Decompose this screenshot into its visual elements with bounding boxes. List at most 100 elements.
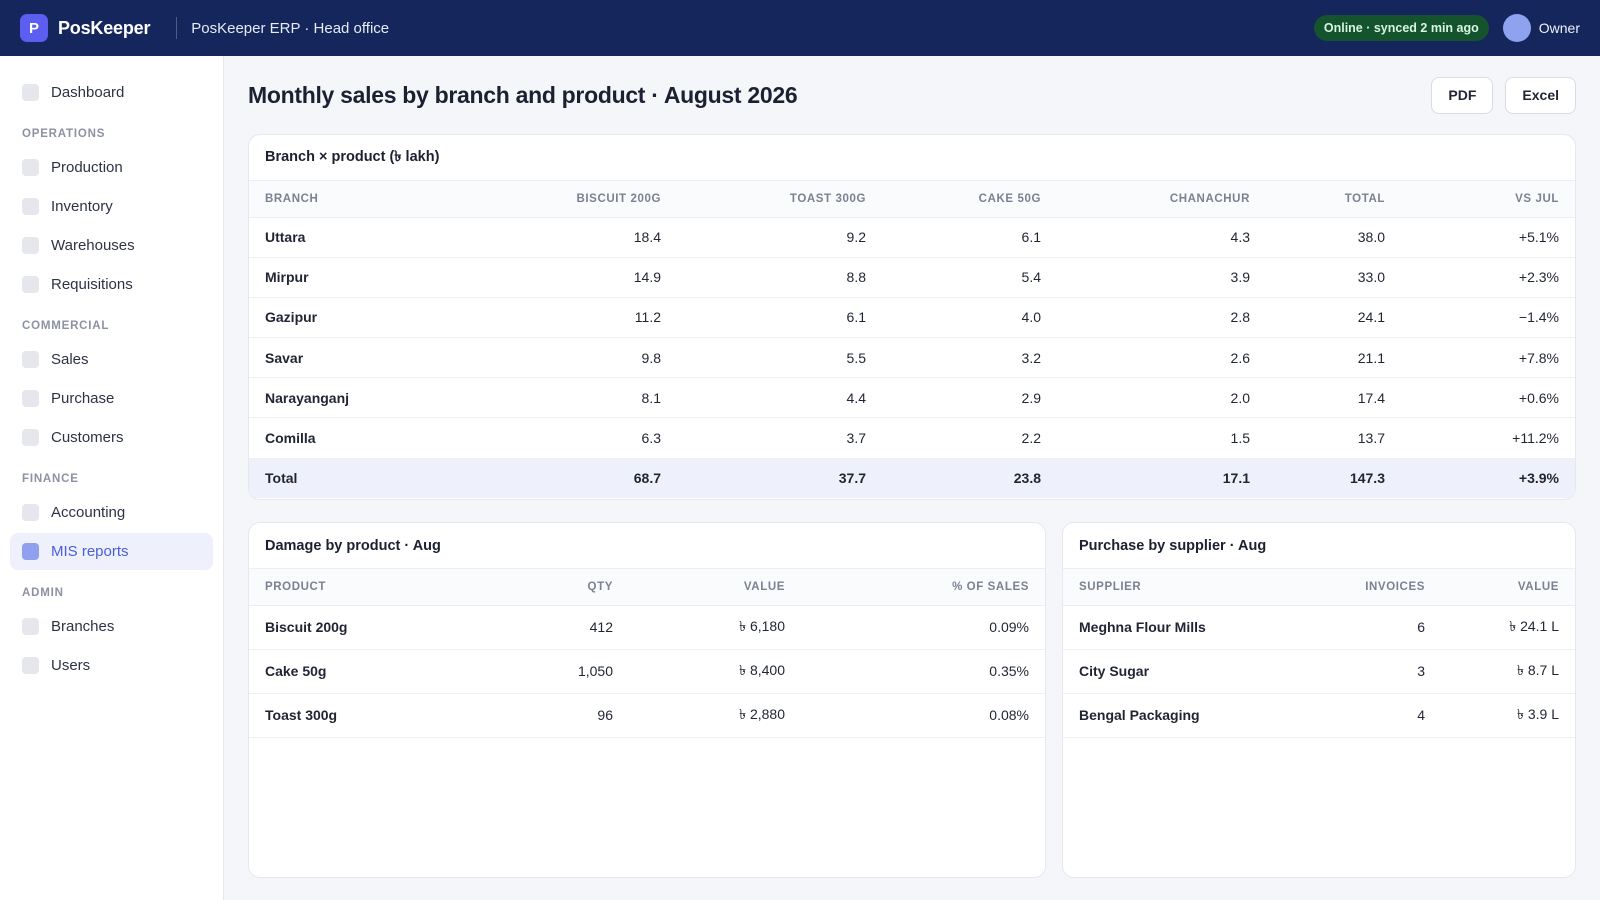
value-cell: 2.6 xyxy=(1057,337,1266,379)
value-cell: 2.0 xyxy=(1057,377,1266,419)
supplier-cell: City Sugar xyxy=(1063,649,1313,694)
top-bar: P PosKeeper PosKeeper ERP · Head office … xyxy=(0,0,1600,56)
table-row[interactable]: Mirpur 14.9 8.8 5.4 3.9 33.0 +2.3% xyxy=(249,257,1575,298)
value-cell: 9.8 xyxy=(499,337,677,379)
product-cell: Toast 300g xyxy=(249,693,541,738)
export-excel-button[interactable]: Excel xyxy=(1505,76,1576,114)
sidebar-item-label: Requisitions xyxy=(51,276,133,293)
bottom-cards: Damage by product · Aug PRODUCT QTY VALU… xyxy=(248,522,1576,878)
table-row[interactable]: Comilla 6.3 3.7 2.2 1.5 13.7 +11.2% xyxy=(249,417,1575,459)
branch-product-card: Branch × product (৳ lakh) BRANCH BISCUIT… xyxy=(248,134,1576,500)
column-header: INVOICES xyxy=(1313,569,1441,606)
change-cell: +11.2% xyxy=(1401,417,1575,459)
value-cell: 3.9 xyxy=(1057,257,1266,298)
branch-cell: Mirpur xyxy=(249,257,499,298)
table-total-row: Total 68.7 37.7 23.8 17.1 147.3 +3.9% xyxy=(249,458,1575,499)
table-row[interactable]: Gazipur 11.2 6.1 4.0 2.8 24.1 −1.4% xyxy=(249,297,1575,339)
table-row[interactable]: Meghna Flour Mills 6 ৳ 24.1 L xyxy=(1063,605,1575,650)
value-cell: ৳ 6,180 xyxy=(629,605,801,650)
invoices-cell: 6 xyxy=(1313,605,1441,650)
sidebar-item-dashboard[interactable]: Dashboard xyxy=(10,74,213,111)
column-header: SUPPLIER xyxy=(1063,569,1313,606)
change-cell: +5.1% xyxy=(1401,217,1575,258)
qty-cell: 96 xyxy=(541,693,629,738)
total-cell: 24.1 xyxy=(1266,297,1401,339)
total-cell: 38.0 xyxy=(1266,217,1401,258)
total-label: Total xyxy=(249,458,499,499)
reports-icon xyxy=(22,543,39,560)
table-row[interactable]: Toast 300g 96 ৳ 2,880 0.08% xyxy=(249,693,1045,738)
customers-icon xyxy=(22,429,39,446)
purchase-card: Purchase by supplier · Aug SUPPLIER INVO… xyxy=(1062,522,1576,878)
top-divider xyxy=(176,17,178,39)
table-row[interactable]: Biscuit 200g 412 ৳ 6,180 0.09% xyxy=(249,605,1045,650)
product-cell: Cake 50g xyxy=(249,649,541,694)
purchase-icon xyxy=(22,390,39,407)
avatar[interactable] xyxy=(1502,14,1531,42)
section-commercial: COMMERCIAL xyxy=(22,320,110,332)
column-header: % OF SALES xyxy=(801,569,1045,606)
column-header: TOTAL xyxy=(1266,181,1401,218)
card-title: Branch × product (৳ lakh) xyxy=(249,135,1575,181)
value-cell: ৳ 2,880 xyxy=(629,693,801,738)
qty-cell: 412 xyxy=(541,605,629,650)
percent-cell: 0.09% xyxy=(801,605,1045,650)
brand-name[interactable]: PosKeeper xyxy=(58,17,151,38)
column-header: CHANACHUR xyxy=(1057,181,1266,218)
table-row[interactable]: Uttara 18.4 9.2 6.1 4.3 38.0 +5.1% xyxy=(249,217,1575,258)
total-cell: 23.8 xyxy=(882,458,1057,499)
user-menu[interactable]: Owner xyxy=(1538,20,1580,36)
value-cell: 8.8 xyxy=(677,257,882,298)
value-cell: ৳ 8.7 L xyxy=(1441,649,1575,694)
export-pdf-button[interactable]: PDF xyxy=(1431,76,1494,114)
sidebar-item-label: Customers xyxy=(51,429,124,446)
supplier-cell: Bengal Packaging xyxy=(1063,693,1313,738)
table-row[interactable]: Bengal Packaging 4 ৳ 3.9 L xyxy=(1063,693,1575,738)
total-cell: 17.1 xyxy=(1057,458,1266,499)
value-cell: 2.9 xyxy=(882,377,1057,419)
sidebar-item-inventory[interactable]: Inventory xyxy=(10,188,213,225)
branch-cell: Gazipur xyxy=(249,297,499,339)
sidebar-item-label: Users xyxy=(51,657,91,674)
column-header: CAKE 50G xyxy=(882,181,1057,218)
sidebar-item-accounting[interactable]: Accounting xyxy=(10,494,213,531)
table-row[interactable]: Cake 50g 1,050 ৳ 8,400 0.35% xyxy=(249,649,1045,694)
sidebar-item-label: Inventory xyxy=(51,198,113,215)
sidebar-item-sales[interactable]: Sales xyxy=(10,341,213,378)
table-row[interactable]: City Sugar 3 ৳ 8.7 L xyxy=(1063,649,1575,694)
sync-status-badge: Online · synced 2 min ago xyxy=(1313,15,1489,41)
branch-cell: Narayanganj xyxy=(249,377,499,419)
percent-cell: 0.35% xyxy=(801,649,1045,694)
branches-icon xyxy=(22,618,39,635)
table-row[interactable]: Savar 9.8 5.5 3.2 2.6 21.1 +7.8% xyxy=(249,337,1575,379)
sidebar-item-users[interactable]: Users xyxy=(10,647,213,684)
sidebar: Dashboard OPERATIONS Production Inventor… xyxy=(0,56,224,900)
damage-table: PRODUCT QTY VALUE % OF SALES Biscuit 200… xyxy=(249,569,1045,738)
sidebar-item-customers[interactable]: Customers xyxy=(10,419,213,456)
sidebar-item-production[interactable]: Production xyxy=(10,149,213,186)
sidebar-item-requisitions[interactable]: Requisitions xyxy=(10,266,213,303)
value-cell: 14.9 xyxy=(499,257,677,298)
damage-card: Damage by product · Aug PRODUCT QTY VALU… xyxy=(248,522,1046,878)
value-cell: 1.5 xyxy=(1057,417,1266,459)
users-icon xyxy=(22,657,39,674)
sidebar-item-branches[interactable]: Branches xyxy=(10,608,213,645)
invoices-cell: 4 xyxy=(1313,693,1441,738)
column-header: VALUE xyxy=(629,569,801,606)
column-header: PRODUCT xyxy=(249,569,541,606)
branch-product-table: BRANCH BISCUIT 200G TOAST 300G CAKE 50G … xyxy=(249,181,1575,499)
section-operations: OPERATIONS xyxy=(22,128,106,140)
sidebar-item-warehouses[interactable]: Warehouses xyxy=(10,227,213,264)
sidebar-item-mis-reports[interactable]: MIS reports xyxy=(10,533,213,570)
table-row[interactable]: Narayanganj 8.1 4.4 2.9 2.0 17.4 +0.6% xyxy=(249,377,1575,419)
inventory-icon xyxy=(22,198,39,215)
sales-icon xyxy=(22,351,39,368)
section-admin: ADMIN xyxy=(22,587,64,599)
value-cell: 4.3 xyxy=(1057,217,1266,258)
logo-icon[interactable]: P xyxy=(20,14,48,42)
product-cell: Biscuit 200g xyxy=(249,605,541,650)
value-cell: 18.4 xyxy=(499,217,677,258)
value-cell: 2.8 xyxy=(1057,297,1266,339)
change-cell: +0.6% xyxy=(1401,377,1575,419)
sidebar-item-purchase[interactable]: Purchase xyxy=(10,380,213,417)
